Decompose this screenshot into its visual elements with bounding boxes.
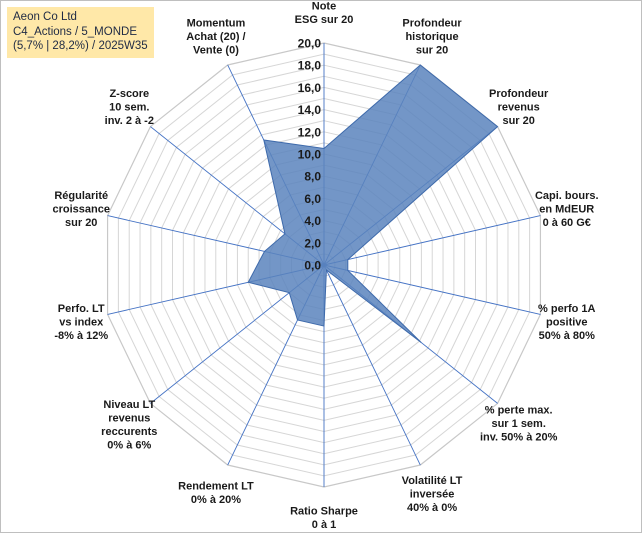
category-label: % perfo 1A (538, 303, 596, 315)
category-label: Z-score (109, 88, 149, 100)
category-label: Perfo. LT (58, 303, 105, 315)
radial-tick-label: 12,0 (298, 125, 322, 139)
category-label: inv. 2 à -2 (105, 115, 154, 127)
category-label: Achat (20) / (186, 31, 245, 43)
category-label: ESG sur 20 (295, 14, 354, 26)
category-label: positive (546, 316, 588, 328)
category-label: Niveau LT (103, 399, 155, 411)
data-series-area (247, 64, 499, 343)
axis-spoke (323, 215, 541, 266)
category-label: reccurents (101, 426, 157, 438)
category-label: Capi. bours. (535, 190, 599, 202)
category-label: 0 à 1 (312, 519, 336, 531)
category-label: Profondeur (402, 17, 462, 29)
category-label: revenus (498, 101, 540, 113)
category-label: 40% à 0% (407, 502, 457, 514)
category-label: inversée (410, 489, 455, 501)
radial-tick-label: 8,0 (304, 170, 321, 184)
category-label: Régularité (54, 190, 108, 202)
category-label: 50% à 80% (539, 330, 595, 342)
title-line-1: Aeon Co Ltd (13, 11, 77, 23)
radial-tick-label: 14,0 (298, 103, 322, 117)
chart-title-box: Aeon Co Ltd C4_Actions / 5_MONDE (5,7% |… (7, 7, 154, 58)
category-label: Ratio Sharpe (290, 505, 358, 517)
radial-tick-label: 4,0 (304, 214, 321, 228)
category-label: Momentum (187, 17, 246, 29)
category-label: revenus (108, 412, 150, 424)
category-label: 0% à 20% (191, 494, 241, 506)
category-label: Volatilité LT (402, 475, 463, 487)
category-label: -8% à 12% (54, 330, 108, 342)
radial-tick-label: 2,0 (304, 236, 321, 250)
category-label: sur 20 (65, 217, 97, 229)
category-label: Vente (0) (193, 44, 239, 56)
radial-tick-label: 16,0 (298, 81, 322, 95)
title-line-3: (5,7% | 28,2%) / 2025W35 (13, 40, 148, 52)
title-line-2: C4_Actions / 5_MONDE (13, 25, 137, 38)
category-label: Rendement LT (178, 480, 254, 492)
category-label: Profondeur (489, 88, 549, 100)
radial-tick-label: 18,0 (298, 59, 322, 73)
category-label: vs index (59, 316, 104, 328)
radial-tick-label: 10,0 (298, 148, 322, 162)
radial-tick-label: 0,0 (304, 259, 321, 273)
category-label: en MdEUR (539, 203, 594, 215)
category-label: sur 1 sem. (491, 418, 545, 430)
radial-tick-label: 6,0 (304, 192, 321, 206)
category-label: croissance (52, 203, 109, 215)
category-label: 0 à 60 G€ (543, 217, 591, 229)
category-label: historique (405, 31, 458, 43)
category-label: sur 20 (502, 115, 534, 127)
axis-spoke (323, 264, 541, 315)
radial-tick-label: 20,0 (298, 37, 322, 51)
category-label: % perte max. (485, 405, 553, 417)
axis-spoke (323, 264, 421, 466)
category-label: 0% à 6% (107, 439, 151, 451)
category-label: sur 20 (416, 44, 448, 56)
category-label: 10 sem. (109, 101, 149, 113)
category-label: inv. 50% à 20% (480, 432, 558, 444)
category-label: Note (312, 1, 336, 13)
